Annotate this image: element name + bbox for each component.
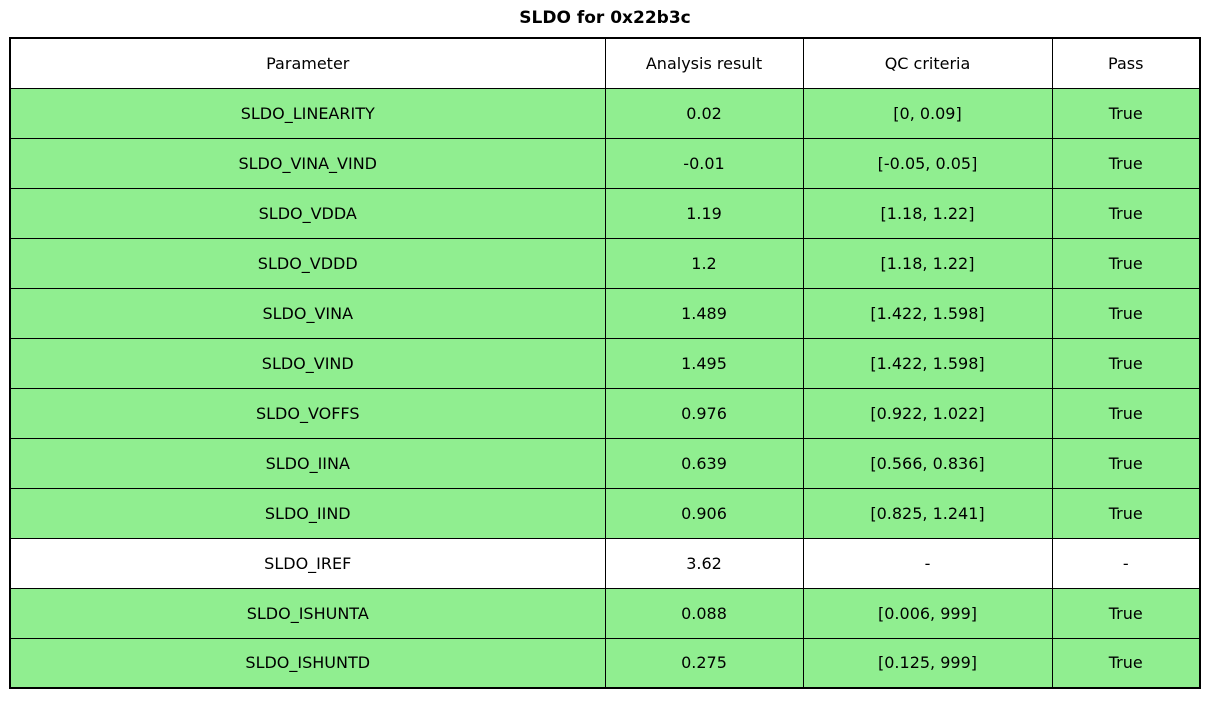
header-pass: Pass — [1051, 37, 1201, 89]
pass-cell: True — [1051, 87, 1201, 139]
table-header: Parameter Analysis result QC criteria Pa… — [9, 37, 1201, 89]
table-body: SLDO_LINEARITY 0.02 [0, 0.09] True SLDO_VINA… — [9, 87, 1201, 689]
pass-cell: True — [1051, 187, 1201, 239]
parameter-cell: SLDO_ISHUNTA — [9, 587, 606, 639]
parameter-cell: SLDO_VDDD — [9, 237, 606, 289]
analysis-result-cell: 0.275 — [604, 637, 804, 689]
qc-criteria-cell: [0, 0.09] — [802, 87, 1053, 139]
parameter-cell: SLDO_LINEARITY — [9, 87, 606, 139]
analysis-result-cell: 0.639 — [604, 437, 804, 489]
table-row: SLDO_ISHUNTA 0.088 [0.006, 999] True — [9, 587, 1201, 639]
parameter-cell: SLDO_VINA_VIND — [9, 137, 606, 189]
qc-criteria-cell: [1.18, 1.22] — [802, 187, 1053, 239]
qc-results-table: Parameter Analysis result QC criteria Pa… — [9, 37, 1201, 689]
parameter-cell: SLDO_IIND — [9, 487, 606, 539]
chart-title: SLDO for 0x22b3c — [519, 8, 691, 28]
table-row: SLDO_LINEARITY 0.02 [0, 0.09] True — [9, 87, 1201, 139]
parameter-cell: SLDO_VINA — [9, 287, 606, 339]
parameter-cell: SLDO_IREF — [9, 537, 606, 589]
table-row: SLDO_VIND 1.495 [1.422, 1.598] True — [9, 337, 1201, 389]
pass-cell: True — [1051, 337, 1201, 389]
parameter-cell: SLDO_VOFFS — [9, 387, 606, 439]
analysis-result-cell: 1.489 — [604, 287, 804, 339]
table-row: SLDO_IINA 0.639 [0.566, 0.836] True — [9, 437, 1201, 489]
table-row: SLDO_VOFFS 0.976 [0.922, 1.022] True — [9, 387, 1201, 439]
header-analysis-result: Analysis result — [604, 37, 804, 89]
table-row: SLDO_VDDA 1.19 [1.18, 1.22] True — [9, 187, 1201, 239]
parameter-cell: SLDO_VDDA — [9, 187, 606, 239]
pass-cell: True — [1051, 487, 1201, 539]
qc-criteria-cell: [0.922, 1.022] — [802, 387, 1053, 439]
table-row: SLDO_IIND 0.906 [0.825, 1.241] True — [9, 487, 1201, 539]
analysis-result-cell: 1.2 — [604, 237, 804, 289]
table-row: SLDO_VINA 1.489 [1.422, 1.598] True — [9, 287, 1201, 339]
table-row: SLDO_VDDD 1.2 [1.18, 1.22] True — [9, 237, 1201, 289]
analysis-result-cell: 1.495 — [604, 337, 804, 389]
analysis-result-cell: 0.088 — [604, 587, 804, 639]
analysis-result-cell: 1.19 — [604, 187, 804, 239]
analysis-result-cell: 0.976 — [604, 387, 804, 439]
parameter-cell: SLDO_ISHUNTD — [9, 637, 606, 689]
qc-criteria-cell: [0.566, 0.836] — [802, 437, 1053, 489]
pass-cell: True — [1051, 387, 1201, 439]
pass-cell: True — [1051, 587, 1201, 639]
table-row: SLDO_ISHUNTD 0.275 [0.125, 999] True — [9, 637, 1201, 689]
qc-criteria-cell: [1.422, 1.598] — [802, 337, 1053, 389]
pass-cell: - — [1051, 537, 1201, 589]
table-row: SLDO_VINA_VIND -0.01 [-0.05, 0.05] True — [9, 137, 1201, 189]
parameter-cell: SLDO_IINA — [9, 437, 606, 489]
pass-cell: True — [1051, 237, 1201, 289]
pass-cell: True — [1051, 137, 1201, 189]
qc-criteria-cell: [0.006, 999] — [802, 587, 1053, 639]
analysis-result-cell: -0.01 — [604, 137, 804, 189]
qc-criteria-cell: - — [802, 537, 1053, 589]
qc-criteria-cell: [-0.05, 0.05] — [802, 137, 1053, 189]
pass-cell: True — [1051, 287, 1201, 339]
header-row: Parameter Analysis result QC criteria Pa… — [9, 37, 1201, 89]
qc-criteria-cell: [0.125, 999] — [802, 637, 1053, 689]
header-qc-criteria: QC criteria — [802, 37, 1053, 89]
qc-criteria-cell: [1.422, 1.598] — [802, 287, 1053, 339]
analysis-result-cell: 3.62 — [604, 537, 804, 589]
table-row: SLDO_IREF 3.62- - — [9, 537, 1201, 589]
analysis-result-cell: 0.906 — [604, 487, 804, 539]
analysis-result-cell: 0.02 — [604, 87, 804, 139]
parameter-cell: SLDO_VIND — [9, 337, 606, 389]
header-parameter: Parameter — [9, 37, 606, 89]
pass-cell: True — [1051, 637, 1201, 689]
qc-criteria-cell: [0.825, 1.241] — [802, 487, 1053, 539]
pass-cell: True — [1051, 437, 1201, 489]
qc-criteria-cell: [1.18, 1.22] — [802, 237, 1053, 289]
